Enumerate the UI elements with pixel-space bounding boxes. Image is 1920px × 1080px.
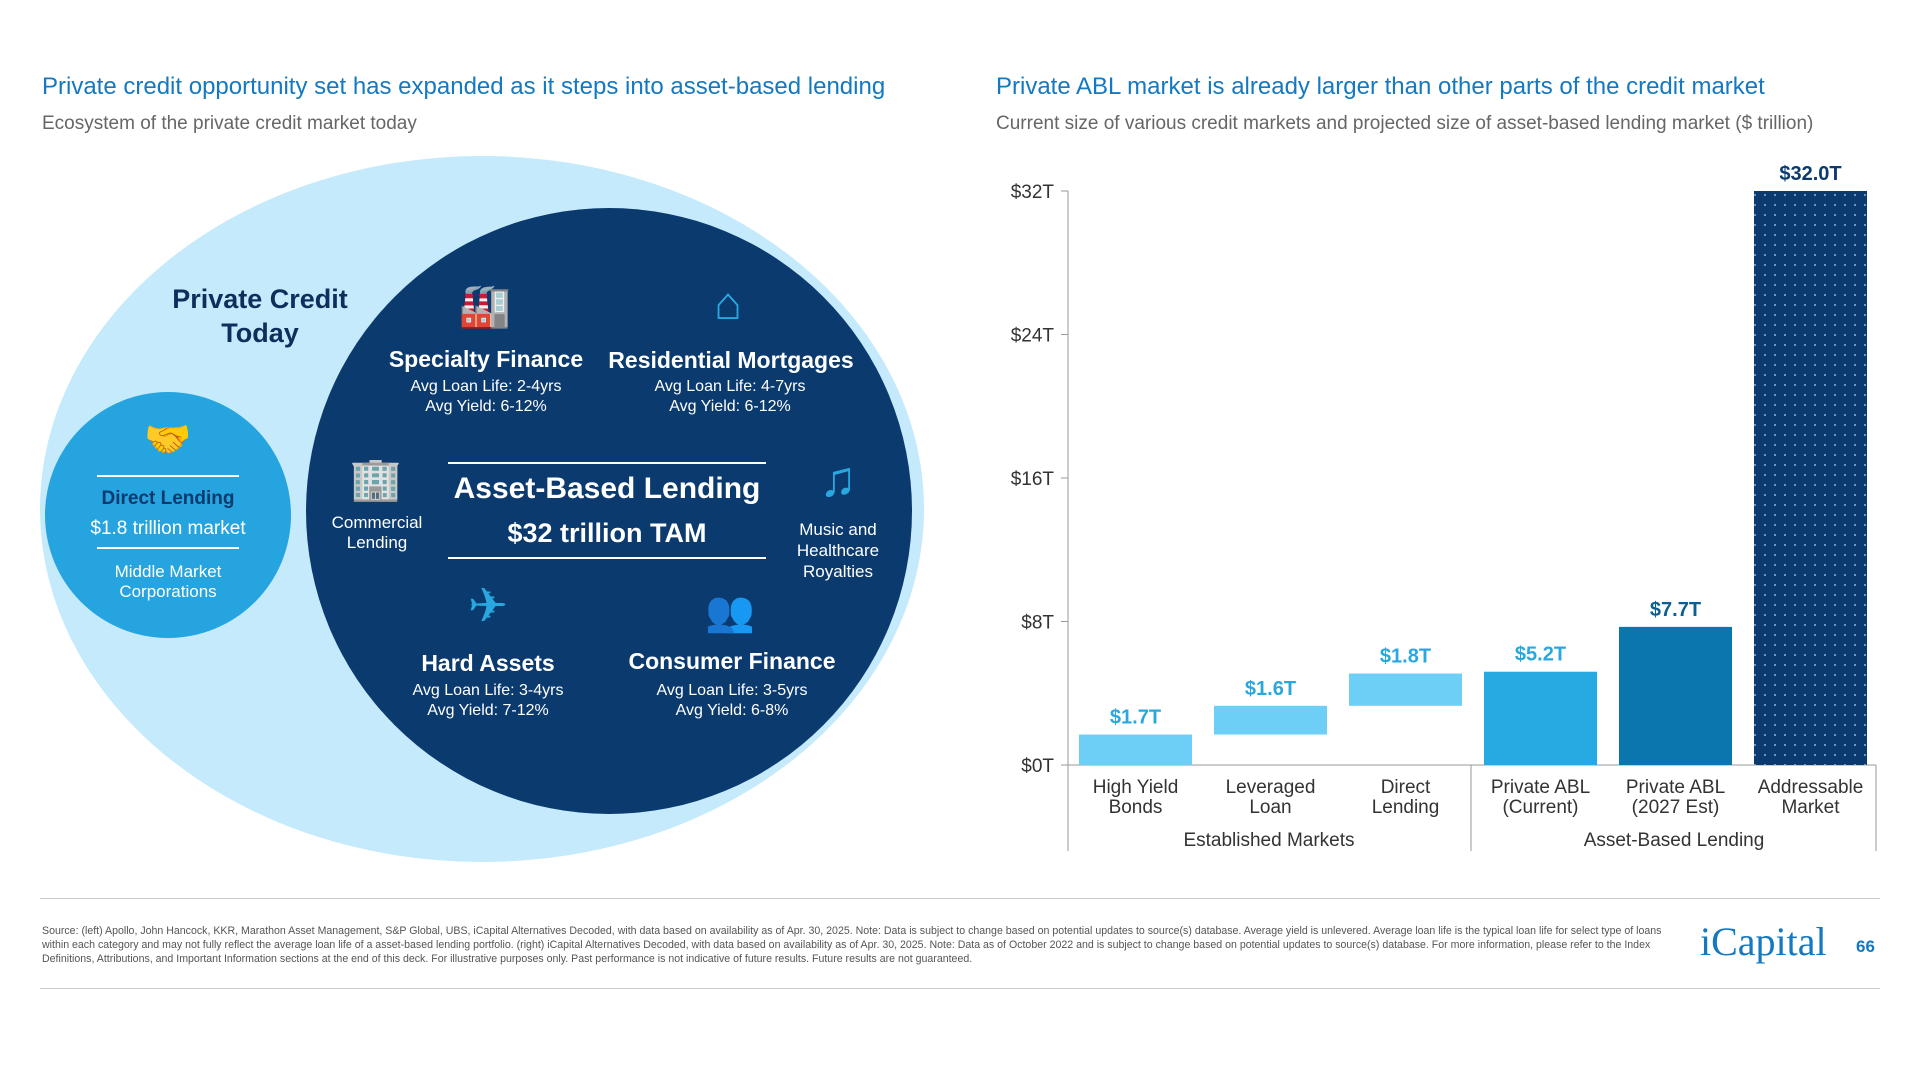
segment-life: Avg Loan Life: 3-5yrs: [656, 682, 808, 699]
abl-circle: [306, 208, 912, 814]
category-label: Direct: [1381, 777, 1431, 798]
category-label: Private ABL: [1626, 777, 1725, 798]
category-label: Leveraged: [1226, 777, 1316, 798]
group-label: Established Markets: [1183, 830, 1354, 851]
direct-lending-title: Direct Lending: [101, 488, 235, 509]
music-note-icon: ♫: [819, 451, 857, 507]
data-label: $7.7T: [1650, 599, 1701, 621]
icapital-logo: iCapital: [1700, 919, 1827, 964]
data-label: $1.6T: [1245, 678, 1296, 700]
house-icon: ⌂: [714, 277, 742, 329]
segment-name: Consumer Finance: [628, 648, 836, 674]
left-subtitle: Ecosystem of the private credit market t…: [42, 113, 417, 134]
group-label: Asset-Based Lending: [1584, 830, 1765, 851]
category-label: Loan: [1249, 797, 1291, 818]
bar: [1079, 734, 1192, 765]
bar: [1754, 191, 1867, 765]
segment-yield: Avg Yield: 7-12%: [427, 702, 549, 719]
buildings-icon: 🏢: [349, 455, 403, 502]
category-label: (Current): [1502, 797, 1578, 818]
category-label: Addressable: [1758, 777, 1864, 798]
category-label: (2027 Est): [1632, 797, 1720, 818]
segment-yield: Avg Yield: 6-12%: [669, 398, 791, 415]
handshake-icon: 🤝: [144, 419, 192, 461]
category-label: High Yield: [1093, 777, 1179, 798]
segment-life: Avg Loan Life: 4-7yrs: [654, 378, 806, 395]
segment-name: Hard Assets: [421, 650, 555, 676]
divider: [40, 988, 1880, 989]
bar: [1214, 705, 1327, 735]
data-label: $32.0T: [1779, 163, 1841, 185]
segment-name: Residential Mortgages: [608, 347, 854, 373]
data-label: $1.7T: [1110, 707, 1161, 729]
divider: [448, 557, 766, 559]
page-number: 66: [1856, 937, 1875, 956]
y-tick-label: $16T: [1011, 469, 1055, 490]
y-tick-label: $32T: [1011, 182, 1055, 203]
segment-name: Commercial Lending: [331, 513, 423, 552]
segment-life: Avg Loan Life: 2-4yrs: [410, 378, 562, 395]
abl-title: Asset-Based Lending: [453, 472, 761, 505]
data-label: $5.2T: [1515, 644, 1566, 666]
segment-name: Specialty Finance: [388, 346, 584, 372]
segment-name: Music and Healthcare Royalties: [796, 520, 880, 581]
left-title: Private credit opportunity set has expan…: [42, 73, 886, 100]
direct-lending-circle: [45, 392, 291, 638]
y-tick-label: $24T: [1011, 326, 1055, 347]
y-tick-label: $8T: [1021, 613, 1054, 634]
airplane-icon: ✈: [467, 580, 509, 633]
chart-subtitle: Current size of various credit markets a…: [996, 113, 1814, 134]
divider: [448, 462, 766, 464]
category-label: Market: [1781, 797, 1840, 818]
bar: [1349, 673, 1462, 706]
divider: [97, 547, 239, 549]
people-icon: 👥: [705, 590, 755, 634]
data-label: $1.8T: [1380, 646, 1431, 668]
category-label: Bonds: [1109, 797, 1163, 818]
factory-icon: 🏭: [458, 282, 512, 329]
y-tick-label: $0T: [1021, 756, 1054, 777]
segment-yield: Avg Yield: 6-12%: [425, 398, 547, 415]
chart-title: Private ABL market is already larger tha…: [996, 73, 1765, 100]
divider: [97, 475, 239, 477]
segment-yield: Avg Yield: 6-8%: [675, 702, 789, 719]
segment-life: Avg Loan Life: 3-4yrs: [412, 682, 564, 699]
category-label: Lending: [1372, 797, 1440, 818]
private-credit-label: Private Credit Today: [172, 284, 348, 348]
source-footnote: Source: (left) Apollo, John Hancock, KKR…: [42, 925, 1662, 965]
abl-tam: $32 trillion TAM: [507, 518, 707, 548]
category-label: Private ABL: [1491, 777, 1590, 798]
direct-lending-size: $1.8 trillion market: [90, 518, 246, 539]
bar: [1619, 626, 1732, 765]
divider: [40, 898, 1880, 899]
direct-lending-desc: Middle Market Corporations: [114, 562, 222, 601]
bar: [1484, 671, 1597, 765]
